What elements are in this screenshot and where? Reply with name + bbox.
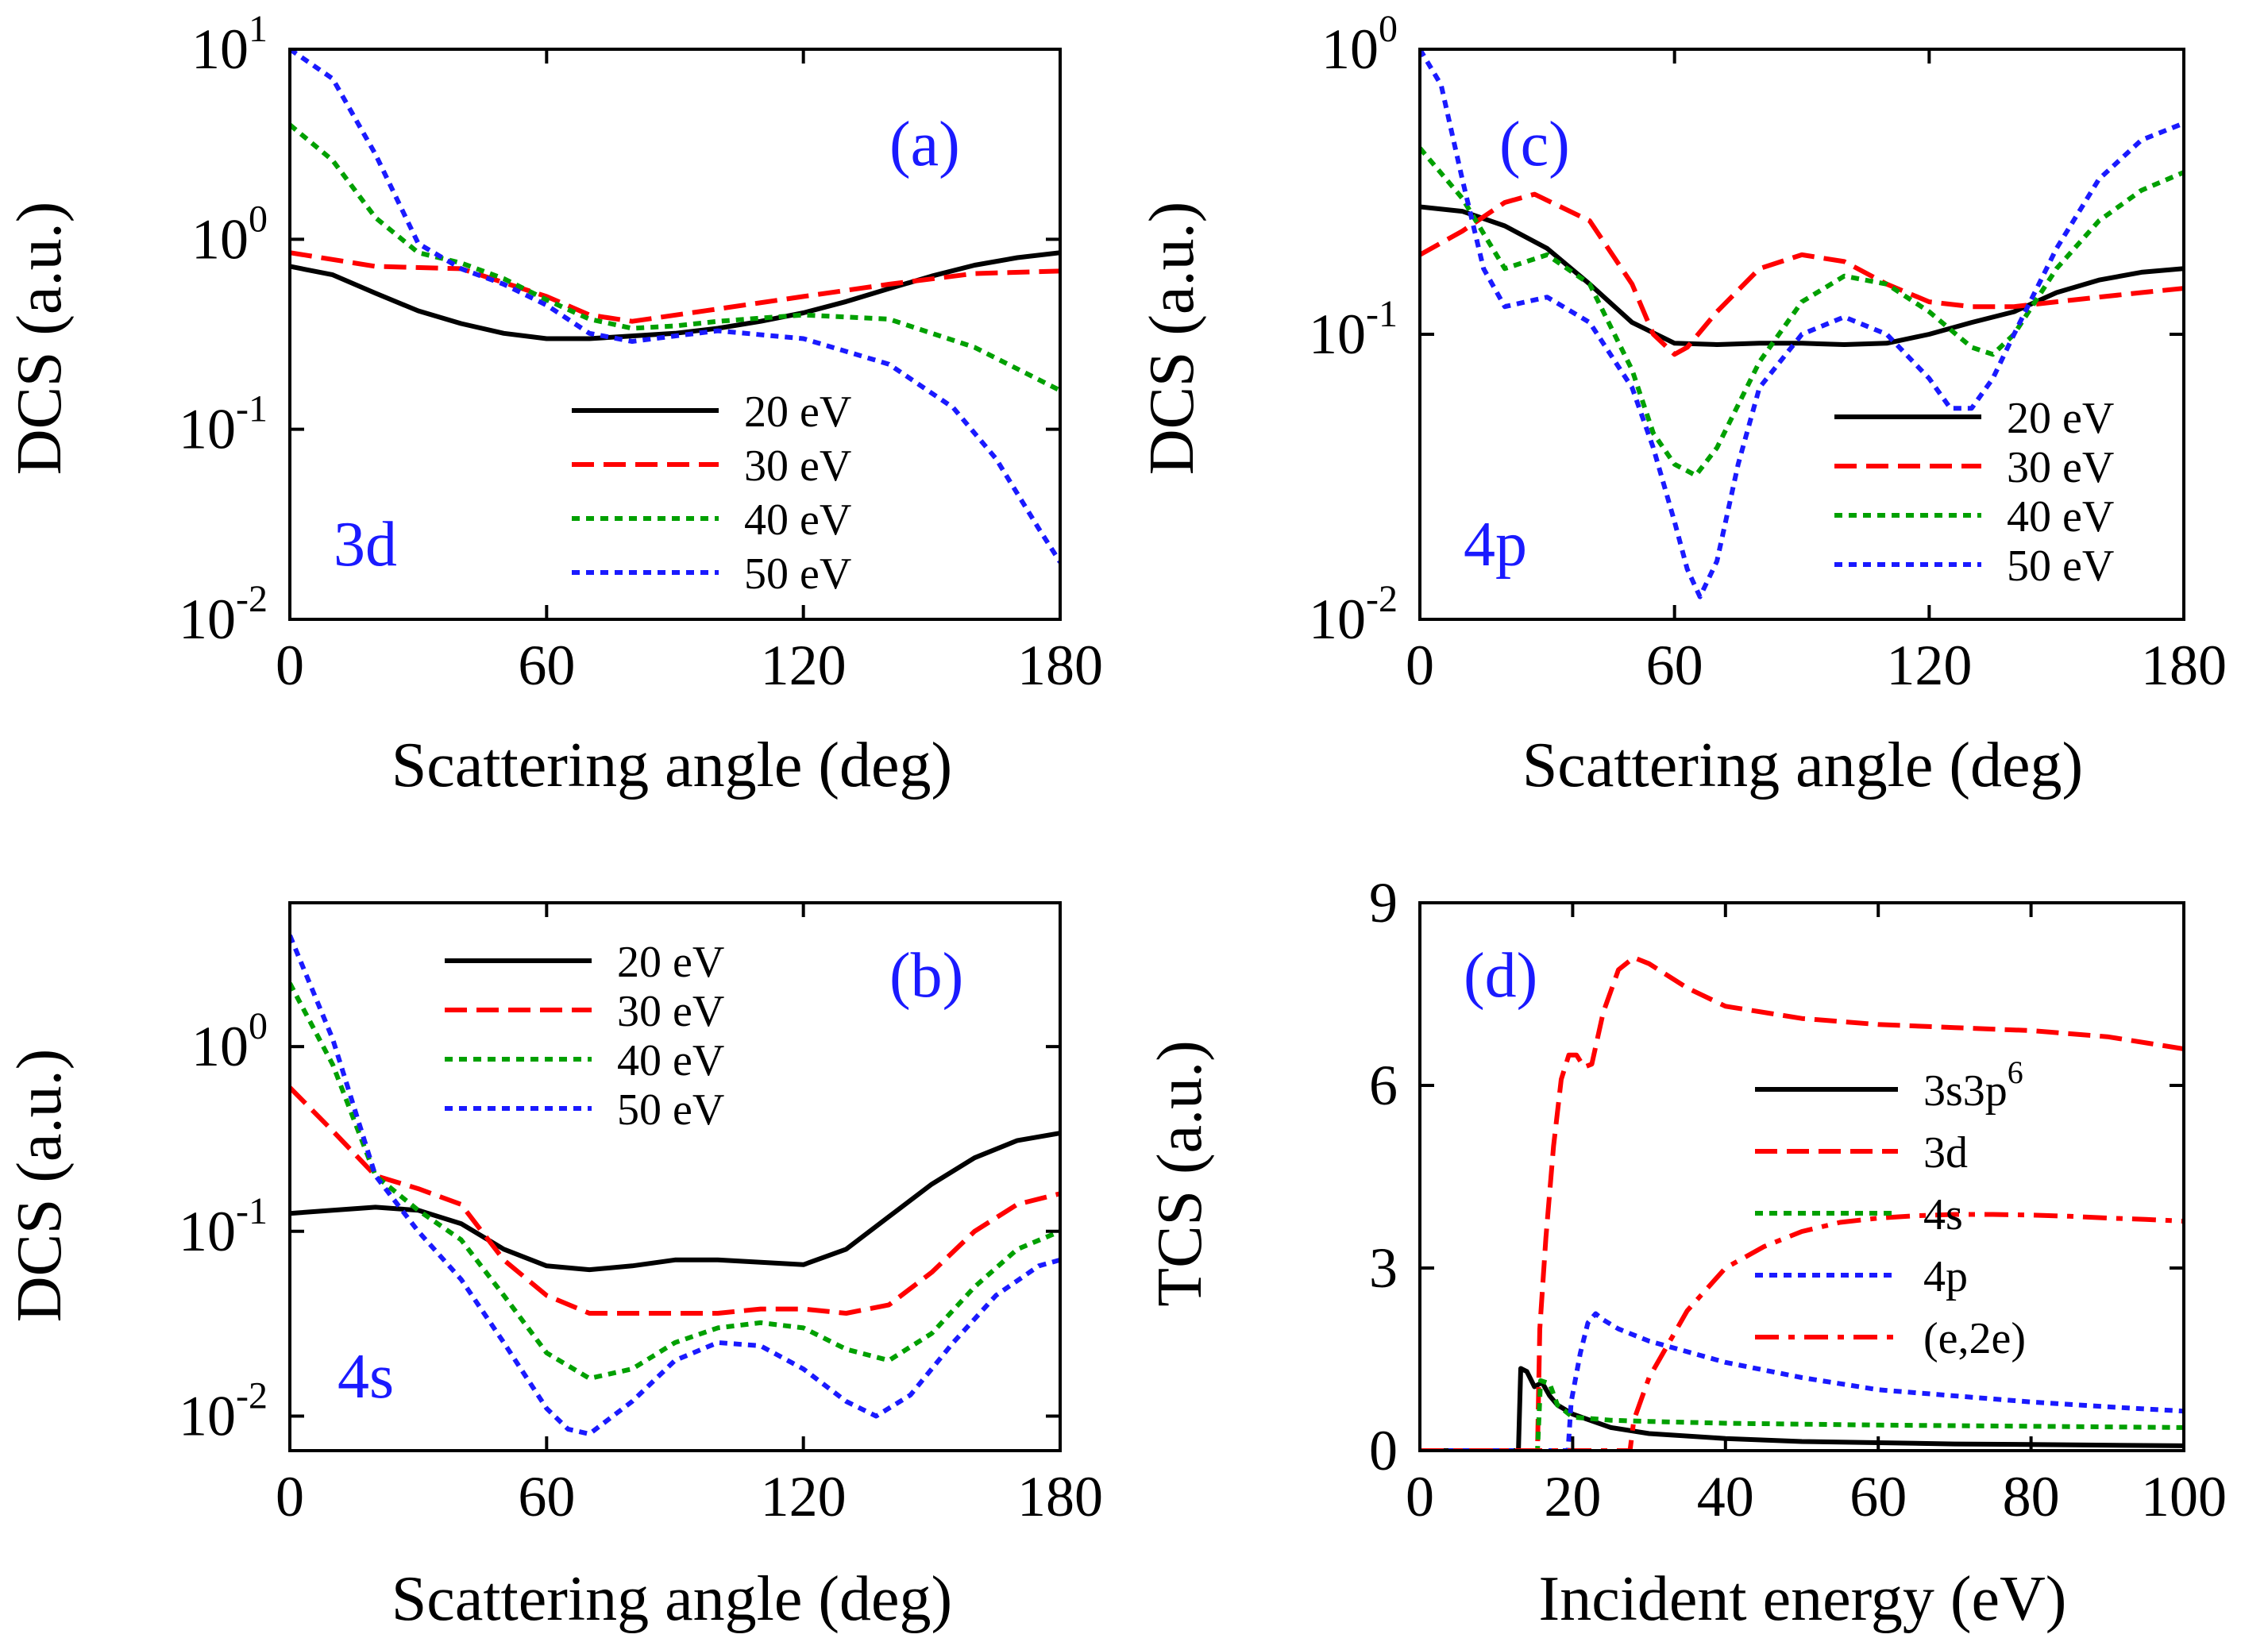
y-tick-label: 100 [191, 198, 268, 271]
panel-d: TCS (a.u.) Incident energy (eV) 0 20 40 60 8… [1145, 871, 2227, 1634]
series-line-50-ev [290, 934, 1060, 1436]
x-tick-label: 0 [1406, 1465, 1434, 1528]
y-axis-label: TCS (a.u.) [1145, 1040, 1215, 1307]
orbital-label: 4s [338, 1342, 394, 1412]
y-axis-label: DCS (a.u.) [5, 1049, 75, 1322]
orbital-label: 4p [1464, 510, 1527, 580]
x-tick-label: 120 [761, 1465, 847, 1528]
x-tick-label: 0 [276, 1465, 304, 1528]
y-tick-label: 0 [1369, 1419, 1398, 1482]
panel-label: (d) [1464, 941, 1537, 1011]
panel-label: (a) [889, 110, 960, 179]
x-tick-label: 60 [1646, 634, 1703, 697]
plot-frame [1418, 901, 2185, 1452]
legend-label: 30 eV [617, 987, 724, 1036]
panel-label: (c) [1499, 110, 1570, 179]
y-axis-label: DCS (a.u.) [1137, 202, 1207, 475]
plot-area-c: 0 60 120 180 100 10-1 10-2 [1309, 8, 2227, 697]
series-line-30-ev [290, 250, 1060, 324]
plot-area-d: 0 20 40 60 80 100 0 3 6 9 [1369, 871, 2227, 1528]
series-line-3s3p [1420, 1366, 2184, 1451]
legend-label: 3d [1923, 1128, 1968, 1178]
x-tick-label: 180 [1017, 1465, 1103, 1528]
legend-label: 4s [1923, 1190, 1963, 1239]
x-axis-label: Scattering angle (deg) [392, 1564, 952, 1634]
y-axis-label: DCS (a.u.) [5, 202, 75, 475]
series-line-3d [1420, 955, 2184, 1451]
x-tick-label: 100 [2141, 1465, 2227, 1528]
x-tick-label: 20 [1544, 1465, 1601, 1528]
plot-frame [288, 901, 1062, 1452]
x-tick-label: 0 [276, 634, 304, 697]
y-tick-label: 100 [191, 1005, 268, 1078]
x-tick-label: 0 [1406, 634, 1434, 697]
y-tick-label: 3 [1369, 1236, 1398, 1300]
x-tick-label: 80 [2003, 1465, 2060, 1528]
plot-area-a: 0 60 120 180 101 100 10-1 10-2 [179, 8, 1103, 697]
y-tick-label: 101 [191, 8, 268, 81]
legend-label: 4p [1923, 1252, 1968, 1301]
orbital-label: 3d [334, 510, 397, 580]
x-tick-label: 60 [1850, 1465, 1907, 1528]
panel-c: DCS (a.u.) Scattering angle (deg) 0 60 120… [1137, 8, 2227, 800]
y-tick-label: 10-1 [179, 1190, 268, 1263]
legend-label: 40 eV [744, 495, 851, 545]
legend-label: 50 eV [2007, 542, 2114, 591]
series-line-20-ev [290, 250, 1060, 341]
legend-label: 20 eV [744, 387, 851, 437]
x-tick-label: 120 [1886, 634, 1972, 697]
series-line-20-ev [290, 1131, 1060, 1273]
series-line-20-ev [1420, 204, 2184, 347]
legend-label: 50 eV [744, 549, 851, 599]
x-tick-label: 180 [2141, 634, 2227, 697]
x-tick-label: 180 [1017, 634, 1103, 697]
legend-label: 20 eV [2007, 394, 2114, 443]
panel-a: DCS (a.u.) Scattering angle (deg) 0 60 120… [5, 8, 1103, 800]
series-line-50-ev [1420, 49, 2184, 599]
y-tick-label: 10-2 [179, 578, 268, 651]
panel-label: (b) [889, 941, 963, 1011]
series-line-4p [1420, 1311, 2184, 1451]
legend-label: 3s3p6 [1923, 1054, 2023, 1116]
x-axis-label: Incident energy (eV) [1539, 1564, 2067, 1634]
y-tick-label: 10-1 [1309, 293, 1398, 366]
x-tick-label: 40 [1697, 1465, 1754, 1528]
y-tick-label: 6 [1369, 1054, 1398, 1117]
series-line-30-ev [1420, 191, 2184, 357]
legend-d: 3s3p6 3d 4s 4p (e,2e) [1755, 1054, 2026, 1363]
x-tick-label: 60 [518, 1465, 575, 1528]
series-line-40-ev [1420, 146, 2184, 478]
panel-b: DCS (a.u.) Scattering angle (deg) 0 60 120… [5, 901, 1103, 1634]
plot-area-b: 0 60 120 180 100 10-1 10-2 [179, 901, 1103, 1528]
series-line-50-ev [290, 49, 1060, 564]
y-tick-label: 100 [1321, 8, 1398, 81]
legend-label: 40 eV [617, 1036, 724, 1085]
y-tick-label: 10-1 [179, 388, 268, 461]
series-line-e-2e [1420, 1212, 2184, 1451]
x-tick-label: 120 [761, 634, 847, 697]
y-tick-label: 10-2 [1309, 578, 1398, 651]
legend-label: 50 eV [617, 1085, 724, 1135]
y-tick-label: 10-2 [179, 1374, 268, 1447]
y-tick-label: 9 [1369, 871, 1398, 935]
series-line-30-ev [290, 1085, 1060, 1316]
legend-label: 30 eV [2007, 443, 2114, 492]
legend-label: 40 eV [2007, 492, 2114, 542]
legend-label: (e,2e) [1923, 1314, 2026, 1363]
x-tick-label: 60 [518, 634, 575, 697]
series-line-4s [1420, 1378, 2184, 1451]
legend-label: 30 eV [744, 441, 851, 491]
series-line-40-ev [290, 122, 1060, 393]
x-axis-label: Scattering angle (deg) [1522, 730, 2083, 800]
x-axis-label: Scattering angle (deg) [392, 730, 952, 800]
legend-label: 20 eV [617, 938, 724, 987]
series-line-40-ev [290, 982, 1060, 1381]
plot-frame [288, 48, 1062, 621]
